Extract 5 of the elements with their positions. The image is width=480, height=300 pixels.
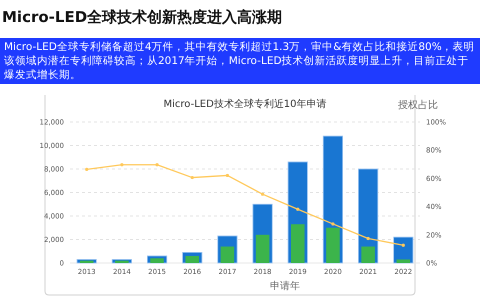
y2-axis-title: 授权占比 <box>398 99 438 111</box>
chart-title: Micro-LED全球技术创新热度进入高涨期 <box>2 8 282 27</box>
text: Micro-LED技术全球专利近10年申请 <box>163 98 327 110</box>
chart-subtitle: Micro-LED全球专利储备超过4万件，其中有效专利超过1.3万，审中&有效占比和接近80%，表明该领域内潜在专利障碍较高；从2017年开始，Micro-LED技术创新活跃度明显上升，目前正处于爆发式增长期。 <box>0 38 480 84</box>
x-axis-title: 申请年 <box>270 280 300 292</box>
